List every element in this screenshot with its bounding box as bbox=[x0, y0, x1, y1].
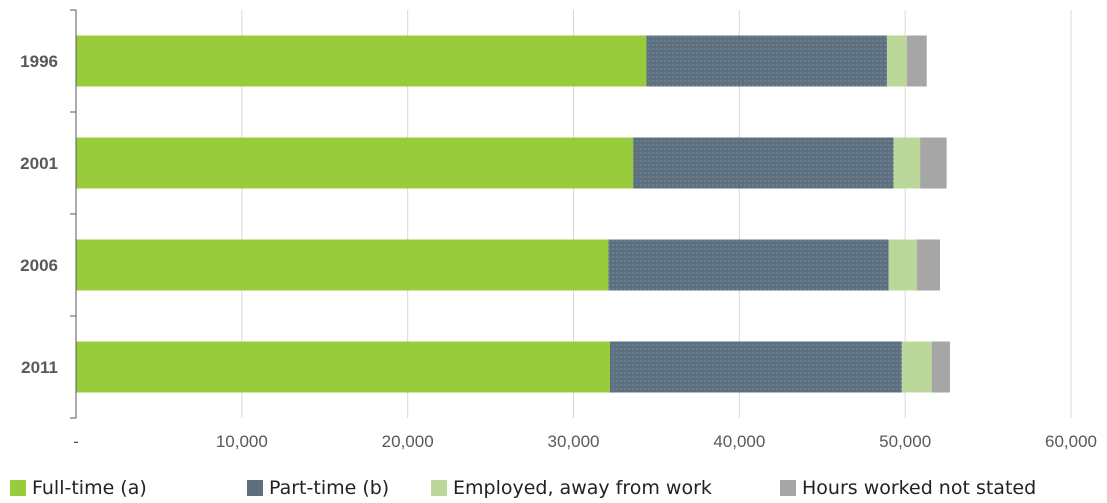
bar-segment bbox=[633, 137, 894, 189]
legend-item: Employed, away from work bbox=[431, 474, 712, 502]
category-label: 2011 bbox=[21, 358, 58, 377]
bar-segment bbox=[609, 341, 902, 393]
bar-segment bbox=[76, 137, 634, 189]
legend-swatch bbox=[431, 480, 447, 496]
category-label: 2006 bbox=[20, 256, 58, 275]
legend: Full-time (a) Part-time (b) Employed, away… bbox=[0, 474, 1107, 502]
category-label: 1996 bbox=[20, 52, 58, 71]
bar-segment bbox=[76, 35, 647, 87]
category-label: 2001 bbox=[20, 154, 58, 173]
chart-svg: - 10,000 20,000 30,000 40,000 50,000 60,000 199… bbox=[20, 9, 1097, 451]
legend-swatch bbox=[10, 480, 26, 496]
x-tick-label: 30,000 bbox=[548, 432, 600, 451]
legend-label: Employed, away from work bbox=[453, 477, 712, 499]
bar-segment bbox=[916, 239, 940, 291]
bar-segment bbox=[76, 239, 609, 291]
bar-segment bbox=[920, 137, 947, 189]
x-tick-label: 50,000 bbox=[879, 432, 931, 451]
bar-segment bbox=[888, 239, 917, 291]
bar-segment bbox=[893, 137, 921, 189]
bar-segment bbox=[76, 341, 610, 393]
x-tick-label: 60,000 bbox=[1045, 432, 1097, 451]
legend-label: Hours worked not stated bbox=[802, 477, 1037, 499]
bar-segment bbox=[646, 35, 887, 87]
x-tick-label: - bbox=[73, 432, 79, 451]
x-tick-label: 20,000 bbox=[382, 432, 434, 451]
bar-segment bbox=[901, 341, 932, 393]
legend-swatch bbox=[780, 480, 796, 496]
bar-segment bbox=[886, 35, 907, 87]
x-tick-label: 10,000 bbox=[216, 432, 268, 451]
legend-label: Part-time (b) bbox=[269, 477, 390, 499]
legend-item: Full-time (a) bbox=[10, 474, 147, 502]
x-tick-label: 40,000 bbox=[713, 432, 765, 451]
bar-segment bbox=[608, 239, 889, 291]
legend-item: Hours worked not stated bbox=[780, 474, 1036, 502]
legend-label: Full-time (a) bbox=[32, 477, 147, 499]
bar-segment bbox=[931, 341, 950, 393]
legend-item: Part-time (b) bbox=[247, 474, 389, 502]
legend-swatch bbox=[247, 480, 263, 496]
bar-segment bbox=[906, 35, 927, 87]
